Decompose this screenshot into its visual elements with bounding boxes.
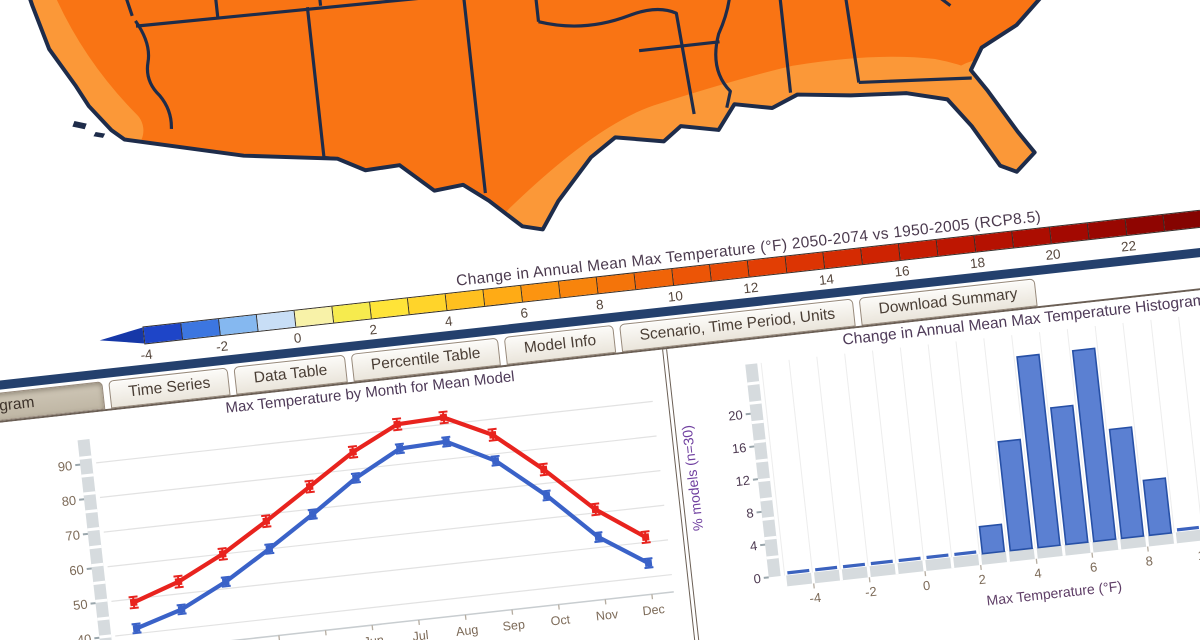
svg-text:50: 50 — [72, 597, 88, 613]
channel-islands — [72, 121, 106, 138]
svg-text:Nov: Nov — [595, 607, 619, 623]
colorbar-tick-label: -4 — [139, 346, 154, 363]
colorbar-left-arrow-icon — [98, 327, 145, 349]
charts-row: 405060708090JanFebMarAprMayJunJulAugSepO… — [0, 276, 1200, 640]
climograph-panel: 405060708090JanFebMarAprMayJunJulAugSepO… — [0, 349, 704, 640]
svg-text:Oct: Oct — [550, 612, 571, 628]
colorbar-tick-label: -2 — [215, 338, 229, 355]
colorbar-tick-label: 16 — [893, 263, 911, 280]
colorbar-tick-label: 14 — [818, 271, 835, 288]
svg-text:8: 8 — [1145, 553, 1154, 569]
svg-text:90: 90 — [57, 458, 73, 474]
svg-text:60: 60 — [69, 562, 85, 578]
svg-text:-2: -2 — [864, 584, 877, 600]
colorbar-tick-label: 4 — [444, 313, 454, 330]
colorbar-tick-label: 22 — [1120, 238, 1137, 255]
svg-text:-4: -4 — [809, 590, 822, 606]
state-borders — [94, 0, 1080, 194]
colorbar-tick-label: 2 — [368, 321, 378, 338]
colorbar-tick-label: 0 — [293, 330, 303, 346]
svg-text:% models (n=30): % models (n=30) — [679, 424, 707, 531]
monthly-max-temp-line-chart[interactable]: 405060708090JanFebMarAprMayJunJulAugSepO… — [0, 350, 694, 640]
map-panel: Change in Annual Mean Max Temperature (°… — [0, 0, 1200, 363]
svg-text:0: 0 — [753, 571, 762, 587]
svg-text:6: 6 — [1089, 559, 1098, 575]
svg-text:Sep: Sep — [502, 617, 526, 633]
svg-text:12: 12 — [735, 473, 751, 489]
svg-text:4: 4 — [749, 538, 758, 554]
us-temperature-change-map[interactable] — [0, 0, 1200, 307]
svg-text:10: 10 — [1197, 547, 1200, 563]
svg-text:Jun: Jun — [363, 633, 385, 640]
svg-text:20: 20 — [728, 407, 744, 423]
svg-text:2: 2 — [978, 572, 987, 588]
svg-text:70: 70 — [65, 527, 81, 543]
svg-text:May: May — [315, 638, 341, 640]
svg-text:Jul: Jul — [412, 628, 429, 640]
colorbar-tick-label: 10 — [667, 288, 684, 305]
colorbar-tick-label: 18 — [969, 254, 986, 272]
svg-text:40: 40 — [76, 631, 92, 640]
svg-text:16: 16 — [731, 440, 747, 456]
colorbar-tick-label: 8 — [595, 296, 605, 313]
svg-text:Dec: Dec — [642, 602, 666, 618]
svg-text:Max Temperature (°F): Max Temperature (°F) — [986, 578, 1123, 609]
colorbar-tick-label: 12 — [742, 279, 760, 297]
svg-text:Aug: Aug — [455, 623, 479, 639]
svg-text:8: 8 — [746, 505, 755, 521]
svg-text:0: 0 — [922, 578, 931, 594]
colorbar-tick-label: 20 — [1044, 246, 1062, 263]
svg-text:4: 4 — [1034, 565, 1043, 581]
colorbar-tick-label: 6 — [519, 305, 529, 321]
map-contour-light-california-coast — [0, 0, 144, 154]
svg-text:80: 80 — [61, 493, 77, 509]
